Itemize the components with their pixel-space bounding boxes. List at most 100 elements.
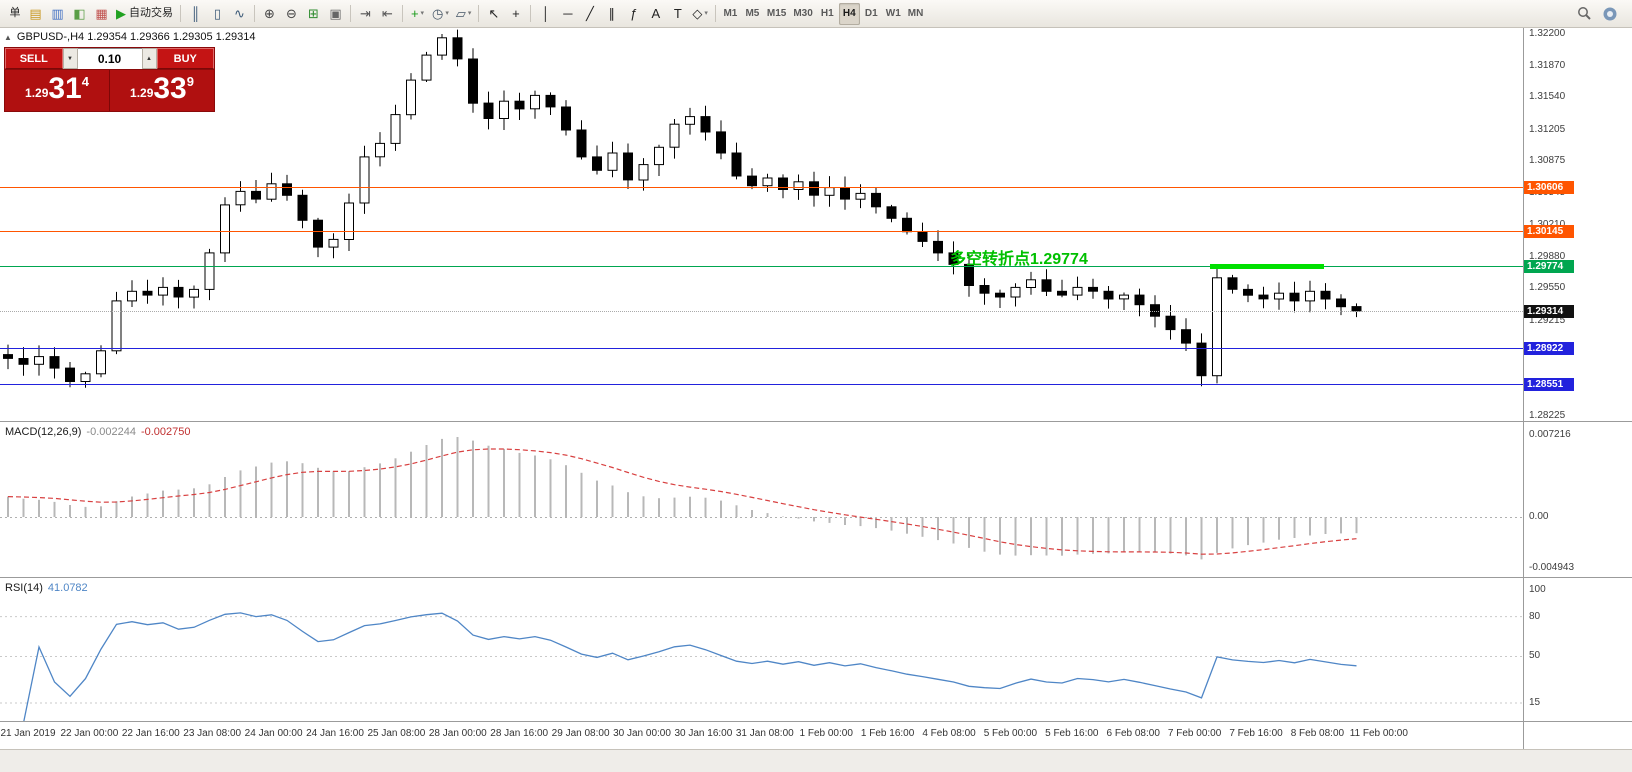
- text-glyph: A: [651, 6, 661, 21]
- rsi-panel-canvas[interactable]: [0, 578, 1523, 722]
- timeframe-h4-button[interactable]: H4: [838, 2, 860, 25]
- time-axis-label: 1 Feb 00:00: [799, 728, 853, 739]
- autotrade-button[interactable]: ▶ 自动交易: [113, 3, 176, 25]
- autotrade-button-label: 自动交易: [129, 7, 173, 19]
- bar-chart-button[interactable]: ║: [185, 3, 206, 25]
- time-axis-label: 24 Jan 16:00: [306, 728, 364, 739]
- chart-shift-glyph: ⇤: [382, 6, 393, 21]
- market-watch-icon[interactable]: ▤: [25, 3, 46, 25]
- timeframe-m15-button[interactable]: M15: [766, 7, 787, 19]
- sell-price-sup: 4: [81, 74, 89, 89]
- panel-separator-1[interactable]: [0, 421, 1632, 422]
- zoom-in-button[interactable]: ⊕: [259, 3, 280, 25]
- periods-button[interactable]: ◷ ▾: [429, 3, 452, 25]
- time-axis-label: 1 Feb 16:00: [860, 728, 915, 739]
- auto-scroll-glyph: ⇥: [360, 6, 371, 21]
- channel-button[interactable]: ∥: [601, 3, 622, 25]
- lot-size-input[interactable]: 0.10: [77, 48, 142, 69]
- dropdown-caret-icon: ▾: [420, 10, 425, 17]
- time-axis-label: 5 Feb 16:00: [1045, 728, 1099, 739]
- lot-increase-button[interactable]: ▲: [141, 48, 157, 69]
- chart-window[interactable]: ▲ GBPUSD-,H4 1.29354 1.29366 1.29305 1.2…: [0, 28, 1632, 772]
- navigator-icon[interactable]: ◧: [69, 3, 90, 25]
- lot-decrease-button[interactable]: ▼: [62, 48, 78, 69]
- price-axis-label: 1.29550: [1529, 282, 1566, 294]
- indicators-glyph: +: [410, 6, 419, 21]
- macd-panel-canvas[interactable]: [0, 422, 1523, 578]
- cursor-glyph: ↖: [488, 6, 500, 21]
- rsi-value: 41.0782: [47, 582, 88, 594]
- timeframe-m1-button[interactable]: M1: [723, 7, 738, 19]
- toolbar-separator: [530, 5, 532, 22]
- vertical-line-button[interactable]: │: [535, 3, 556, 25]
- price-tag-1.30606: 1.30606: [1524, 180, 1574, 194]
- timeframe-m30-button[interactable]: M30: [793, 7, 813, 19]
- horizontal-line-button[interactable]: ─: [557, 3, 578, 25]
- one-click-prices-row: 1.29 31 4 1.29 33 9: [5, 69, 214, 111]
- trendline-button[interactable]: ╱: [579, 3, 600, 25]
- sell-price-big: 31: [48, 72, 82, 105]
- price-level-line-1.28922[interactable]: [0, 348, 1523, 350]
- buy-button[interactable]: BUY: [156, 48, 214, 69]
- panel-separator-3[interactable]: [0, 721, 1632, 722]
- vertical-line-glyph: │: [541, 6, 550, 21]
- collapse-panel-icon[interactable]: ▲: [4, 32, 12, 42]
- terminal-icon[interactable]: ▦: [91, 3, 112, 25]
- macd-axis-label: -0.004943: [1529, 562, 1575, 573]
- symbol-ohlc-text: GBPUSD-,H4 1.29354 1.29366 1.29305 1.293…: [16, 31, 256, 43]
- tile-windows-button[interactable]: ▣: [325, 3, 346, 25]
- text-button[interactable]: A: [645, 3, 666, 25]
- crosshair-button[interactable]: +: [505, 3, 526, 25]
- price-level-line-1.28551[interactable]: [0, 383, 1523, 385]
- turning-point-segment[interactable]: [1210, 264, 1324, 270]
- timeframe-w1-button[interactable]: W1: [885, 7, 901, 19]
- time-axis-label: 28 Jan 00:00: [428, 728, 487, 739]
- auto-scroll-button[interactable]: ⇥: [355, 3, 376, 25]
- time-axis-label: 7 Feb 16:00: [1229, 728, 1283, 739]
- timeframe-m5-button[interactable]: M5: [745, 7, 760, 19]
- fibonacci-button[interactable]: ƒ: [623, 3, 644, 25]
- price-level-line-1.30606[interactable]: [0, 186, 1523, 188]
- zoom-out-glyph: ⊖: [286, 6, 297, 21]
- sell-price-display[interactable]: 1.29 31 4: [5, 70, 110, 111]
- one-click-controls-row: SELL ▼ 0.10 ▲ BUY: [5, 48, 214, 69]
- zoom-out-button[interactable]: ⊖: [281, 3, 302, 25]
- search-icon[interactable]: [1574, 3, 1595, 25]
- new-order-button[interactable]: 单: [3, 3, 24, 25]
- buy-price-big: 33: [153, 72, 187, 105]
- panel-separator-2[interactable]: [0, 577, 1632, 578]
- templates-glyph: ▱: [455, 6, 466, 21]
- price-axis-label: 1.28225: [1529, 409, 1566, 421]
- grid-button[interactable]: ⊞: [303, 3, 324, 25]
- templates-button[interactable]: ▱ ▾: [453, 3, 475, 25]
- periods-glyph: ◷: [432, 6, 444, 21]
- timeframe-d1-button[interactable]: D1: [864, 7, 878, 19]
- cursor-button[interactable]: ↖: [483, 3, 504, 25]
- chart-shift-button[interactable]: ⇤: [377, 3, 398, 25]
- zoom-in-glyph: ⊕: [264, 6, 275, 21]
- price-level-line-1.29314[interactable]: [0, 310, 1523, 312]
- timeframe-h1-button[interactable]: H1: [820, 7, 834, 19]
- sell-button[interactable]: SELL: [5, 48, 63, 69]
- rsi-indicator-label: RSI(14) 41.0782: [5, 582, 93, 594]
- macd-axis-label: 0.00: [1529, 511, 1549, 522]
- timeframe-mn-button[interactable]: MN: [907, 7, 924, 19]
- buy-price-display[interactable]: 1.29 33 9: [110, 70, 214, 111]
- indicators-button[interactable]: + ▾: [407, 3, 428, 25]
- price-level-line-1.30145[interactable]: [0, 230, 1523, 232]
- community-icon[interactable]: [1599, 3, 1621, 25]
- candlestick-chart-button[interactable]: ▯: [207, 3, 228, 25]
- text-label-button[interactable]: T: [667, 3, 688, 25]
- trendline-glyph: ╱: [585, 6, 594, 21]
- price-tag-1.28551: 1.28551: [1524, 377, 1574, 391]
- rsi-axis-label: 80: [1529, 611, 1541, 622]
- price-chart-canvas[interactable]: [0, 28, 1523, 422]
- data-window-icon[interactable]: ▥: [47, 3, 68, 25]
- line-chart-button[interactable]: ∿: [229, 3, 250, 25]
- shapes-button[interactable]: ◇ ▾: [689, 3, 711, 25]
- macd-name: MACD(12,26,9): [5, 426, 82, 438]
- price-level-line-1.29774[interactable]: [0, 266, 1523, 268]
- toolbar-separator: [254, 5, 255, 22]
- dropdown-caret-icon: ▾: [445, 10, 449, 17]
- market-watch-glyph: ▤: [29, 6, 42, 21]
